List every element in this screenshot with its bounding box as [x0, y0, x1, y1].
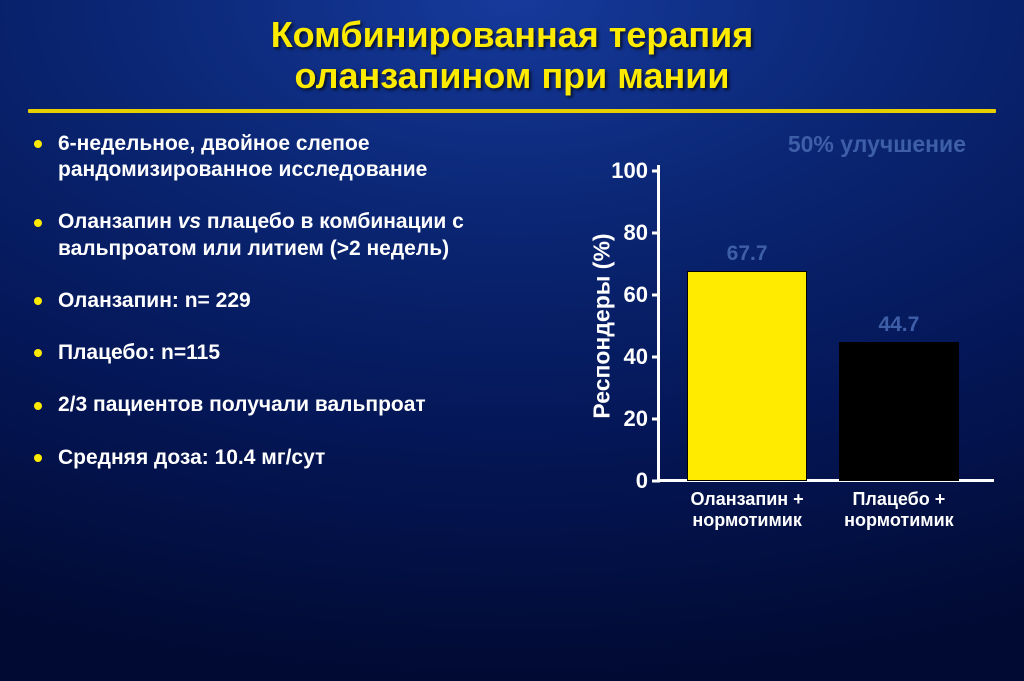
y-tick: 20: [624, 406, 658, 432]
y-tick: 80: [624, 220, 658, 246]
y-axis-label: Респондеры (%): [589, 233, 616, 418]
slide: Комбинированная терапия оланзапином при …: [0, 0, 1024, 681]
y-tick: 100: [611, 158, 658, 184]
bullet-item: Оланзапин: n= 229: [58, 288, 558, 314]
bar-value-label: 44.7: [878, 313, 919, 343]
y-tick: 60: [624, 282, 658, 308]
x-category-label: Оланзапин +нормотимик: [691, 481, 804, 532]
bullet-item: 6-недельное, двойное слепое рандомизиров…: [58, 131, 558, 184]
y-tick: 0: [636, 468, 658, 494]
bullet-item: 2/3 пациентов получали вальпроат: [58, 392, 558, 418]
bullet-list: 6-недельное, двойное слепое рандомизиров…: [28, 131, 568, 497]
y-axis-line: [657, 165, 660, 482]
bar: 67.7: [687, 271, 807, 481]
bullet-item: Плацебо: n=115: [58, 340, 558, 366]
slide-title: Комбинированная терапия оланзапином при …: [0, 0, 1024, 97]
plot-area: Респондеры (%) 02040608010067.7Оланзапин…: [658, 171, 988, 481]
x-category-label: Плацебо +нормотимик: [844, 481, 954, 532]
chart-pane: 50% улучшение Респондеры (%) 02040608010…: [568, 131, 996, 497]
bullet-item: Оланзапин vs плацебо в комбинации с валь…: [58, 209, 558, 262]
content-row: 6-недельное, двойное слепое рандомизиров…: [0, 113, 1024, 497]
bar-value-label: 67.7: [727, 242, 768, 272]
y-tick: 40: [624, 344, 658, 370]
chart-caption: 50% улучшение: [788, 131, 966, 158]
title-line-1: Комбинированная терапия: [271, 14, 754, 55]
title-line-2: оланзапином при мании: [295, 55, 730, 96]
bar: 44.7: [839, 342, 959, 481]
bullet-item: Средняя доза: 10.4 мг/сут: [58, 445, 558, 471]
chart-wrap: 50% улучшение Респондеры (%) 02040608010…: [568, 131, 996, 497]
